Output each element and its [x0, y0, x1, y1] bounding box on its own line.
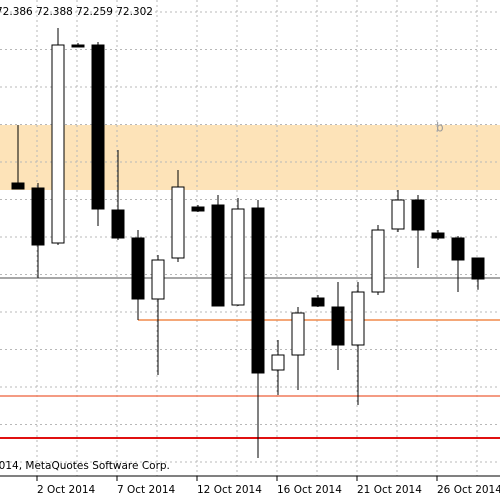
candle-body — [191, 206, 205, 212]
x-tick-label: 12 Oct 2014 — [197, 484, 262, 496]
candle-body — [231, 208, 245, 306]
candle-body — [371, 229, 385, 293]
zone — [0, 125, 500, 190]
candle-body — [351, 291, 365, 346]
candle-body — [91, 44, 105, 210]
candle-body — [331, 306, 345, 346]
candle-body — [271, 354, 285, 371]
candle-body — [171, 186, 185, 259]
x-tick-label: 7 Oct 2014 — [117, 484, 176, 496]
candle-body — [51, 44, 65, 244]
copyright: 2014, MetaQuotes Software Corp. — [0, 460, 170, 472]
candle-body — [291, 312, 305, 356]
zone-label: b — [436, 121, 444, 135]
x-tick-label: 2 Oct 2014 — [37, 484, 96, 496]
candle-body — [151, 259, 165, 300]
candle-body — [71, 44, 85, 48]
candle-body — [431, 232, 445, 239]
candle-body — [131, 237, 145, 300]
zone-layer: b — [0, 121, 500, 190]
candle-layer — [11, 28, 485, 458]
candle-body — [11, 182, 25, 190]
x-tick-label: 21 Oct 2014 — [357, 484, 422, 496]
candle-body — [211, 204, 225, 307]
candle-body — [311, 297, 325, 307]
candle-body — [391, 199, 405, 230]
x-tick-label: 26 Oct 2014 — [437, 484, 500, 496]
candle-body — [251, 207, 265, 374]
candle-body — [31, 187, 45, 246]
candle-body — [451, 237, 465, 261]
x-tick-label: 16 Oct 2014 — [277, 484, 342, 496]
header-text: 72.386 72.388 72.259 72.302 — [0, 6, 153, 18]
x-label-layer: 2 Oct 2014 7 Oct 2014 12 Oct 2014 16 Oct 20… — [36, 476, 500, 496]
level-layer — [0, 277, 500, 439]
candle-body — [471, 257, 485, 280]
candle-body — [411, 199, 425, 231]
candle-body — [111, 209, 125, 239]
